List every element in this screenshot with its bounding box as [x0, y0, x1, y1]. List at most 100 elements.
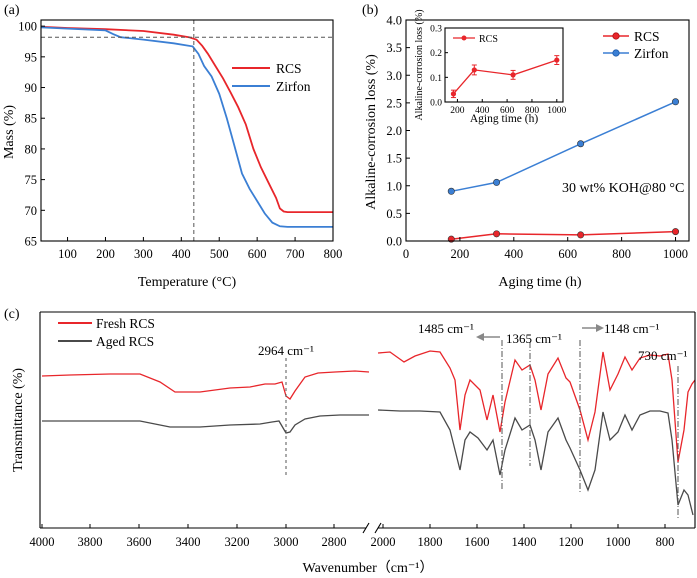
a-ytick-label: 65 — [25, 235, 38, 249]
a-ytick-label: 70 — [25, 204, 38, 218]
inset-xtick-label: 400 — [475, 106, 490, 116]
inset-y-ticks: 0.0 0.1 0.2 0.3 — [430, 25, 448, 109]
panel-a-xlabel: Temperature (°C) — [138, 275, 237, 290]
axis-break-mark-right — [374, 522, 382, 534]
axis-break-mark-left — [362, 522, 370, 534]
c-xtick-label-3800: 3800 — [78, 535, 103, 549]
inset-rcs-line — [452, 59, 558, 95]
aged-rcs-spectrum-left — [42, 414, 369, 434]
inset-xtick-label: 600 — [500, 106, 515, 116]
series-rcs-line — [40, 25, 333, 213]
panel-c-legend: Fresh RCS Aged RCS — [58, 316, 155, 349]
peak-2964-label: 2964 cm⁻¹ — [258, 343, 314, 358]
c-xtick-label-2000: 2000 — [371, 535, 396, 549]
c-xtick-label-3000: 3000 — [274, 535, 299, 549]
c-xtick-label-1800: 1800 — [418, 535, 443, 549]
panel-b-label: (b) — [362, 3, 379, 18]
inset-xtick-label: 1000 — [547, 106, 566, 116]
b-xtick-label: 0 — [403, 247, 409, 261]
panel-c-x-ticks: 4000 3800 3600 3400 3200 3000 2800 2000 … — [30, 524, 675, 549]
panel-a-legend: RCS Zirfon — [232, 61, 311, 94]
panel-b-inset: 200 400 600 800 1000 0.0 0.1 0.2 0.3 Aging time… — [414, 9, 567, 125]
a-xtick-label: 600 — [248, 247, 267, 261]
panel-b-ylabel: Alkaline-corrosion loss (%) — [364, 54, 379, 210]
inset-ylabel: Alkaline-corrosion loss (%) — [414, 9, 425, 120]
panel-c-ylabel: Transmittance (%) — [11, 368, 26, 472]
b-point-rcs — [493, 230, 501, 238]
b-ytick-label: 3.5 — [386, 41, 402, 55]
a-xtick-label: 500 — [210, 247, 229, 261]
legend-aged-rcs-label: Aged RCS — [96, 334, 154, 349]
b-series-zirfon-line — [451, 101, 676, 193]
c-xtick-label-1400: 1400 — [512, 535, 537, 549]
b-series-rcs-line — [451, 230, 676, 240]
panel-a: (a) 100 200 300 400 500 600 700 800 65 70 75 80 85 9… — [2, 3, 342, 290]
inset-ytick-label: 0.1 — [430, 74, 442, 84]
panel-b-xlabel: Aging time (h) — [498, 275, 582, 290]
legend-b-rcs-marker — [612, 32, 620, 40]
c-xtick-label-3600: 3600 — [127, 535, 152, 549]
b-ytick-label: 4.0 — [386, 14, 402, 28]
b-xtick-label: 600 — [558, 247, 577, 261]
b-xtick-label: 800 — [612, 247, 631, 261]
legend-b-zirfon-marker — [612, 49, 620, 57]
b-point-rcs — [577, 231, 585, 239]
panel-a-series — [40, 25, 333, 228]
panel-a-label: (a) — [4, 3, 20, 18]
a-xtick-label: 300 — [134, 247, 153, 261]
legend-b-rcs-label: RCS — [634, 29, 660, 44]
inset-ytick-label: 0.2 — [430, 49, 442, 59]
b-point-zirfon — [672, 98, 680, 106]
peak-1148-arrow-head — [596, 324, 604, 332]
c-xtick-label-3200: 3200 — [225, 535, 250, 549]
c-xtick-label-4000: 4000 — [30, 535, 55, 549]
peak-730-label: 730 cm⁻¹ — [638, 348, 687, 363]
b-xtick-label: 400 — [504, 247, 523, 261]
inset-rcs-point — [471, 67, 477, 73]
inset-xtick-label: 800 — [525, 106, 540, 116]
inset-rcs-point — [510, 72, 516, 78]
panel-c-label: (c) — [4, 307, 20, 322]
a-xtick-label: 700 — [286, 247, 305, 261]
b-point-rcs — [672, 228, 680, 236]
b-xtick-label: 200 — [451, 247, 470, 261]
b-ytick-label: 0.0 — [386, 235, 402, 249]
panel-c-spectra — [41, 350, 696, 516]
b-ytick-label: 1.5 — [386, 152, 402, 166]
inset-x-ticks: 200 400 600 800 1000 — [450, 99, 567, 116]
a-xtick-label: 400 — [172, 247, 191, 261]
a-xtick-label: 200 — [96, 247, 115, 261]
a-ytick-label: 80 — [25, 142, 38, 156]
b-point-zirfon — [447, 187, 455, 195]
legend-rcs-label: RCS — [276, 61, 302, 76]
c-xtick-label-800: 800 — [656, 535, 675, 549]
inset-series — [450, 55, 560, 99]
panel-a-ylabel: Mass (%) — [2, 105, 17, 159]
panel-b-y-ticks: 0.0 0.5 1.0 1.5 2.0 2.5 3.0 3.5 4.0 — [386, 14, 410, 249]
panel-c-frame — [39, 311, 696, 534]
a-ytick-label: 100 — [18, 20, 37, 34]
peak-1148-label: 1148 cm⁻¹ — [604, 321, 660, 336]
panel-a-x-ticks: 100 200 300 400 500 600 700 800 — [58, 237, 342, 261]
fresh-rcs-spectrum-left — [41, 370, 370, 400]
panel-a-frame — [40, 19, 334, 242]
b-xtick-label: 1000 — [663, 247, 688, 261]
peak-1365-label: 1365 cm⁻¹ — [506, 331, 562, 346]
panel-b-condition-annotation: 30 wt% KOH@80 °C — [562, 181, 684, 196]
c-xtick-label-3400: 3400 — [176, 535, 201, 549]
b-ytick-label: 2.0 — [386, 124, 402, 138]
panel-b-legend: RCS Zirfon — [603, 29, 669, 61]
inset-legend-marker — [461, 35, 467, 41]
c-xtick-label-1600: 1600 — [465, 535, 490, 549]
peak-1485-arrow-head — [476, 333, 484, 341]
c-xtick-label-2800: 2800 — [322, 535, 347, 549]
inset-rcs-point — [554, 57, 560, 63]
inset-ytick-label: 0.0 — [430, 99, 442, 109]
panel-b-x-ticks: 0 200 400 600 800 1000 — [403, 237, 688, 261]
panel-c-xlabel: Wavenumber（cm⁻¹） — [303, 560, 434, 576]
c-xtick-label-1200: 1200 — [559, 535, 584, 549]
b-point-zirfon — [577, 140, 585, 148]
inset-rcs-point — [450, 91, 457, 97]
aged-rcs-spectrum-right — [377, 409, 694, 516]
